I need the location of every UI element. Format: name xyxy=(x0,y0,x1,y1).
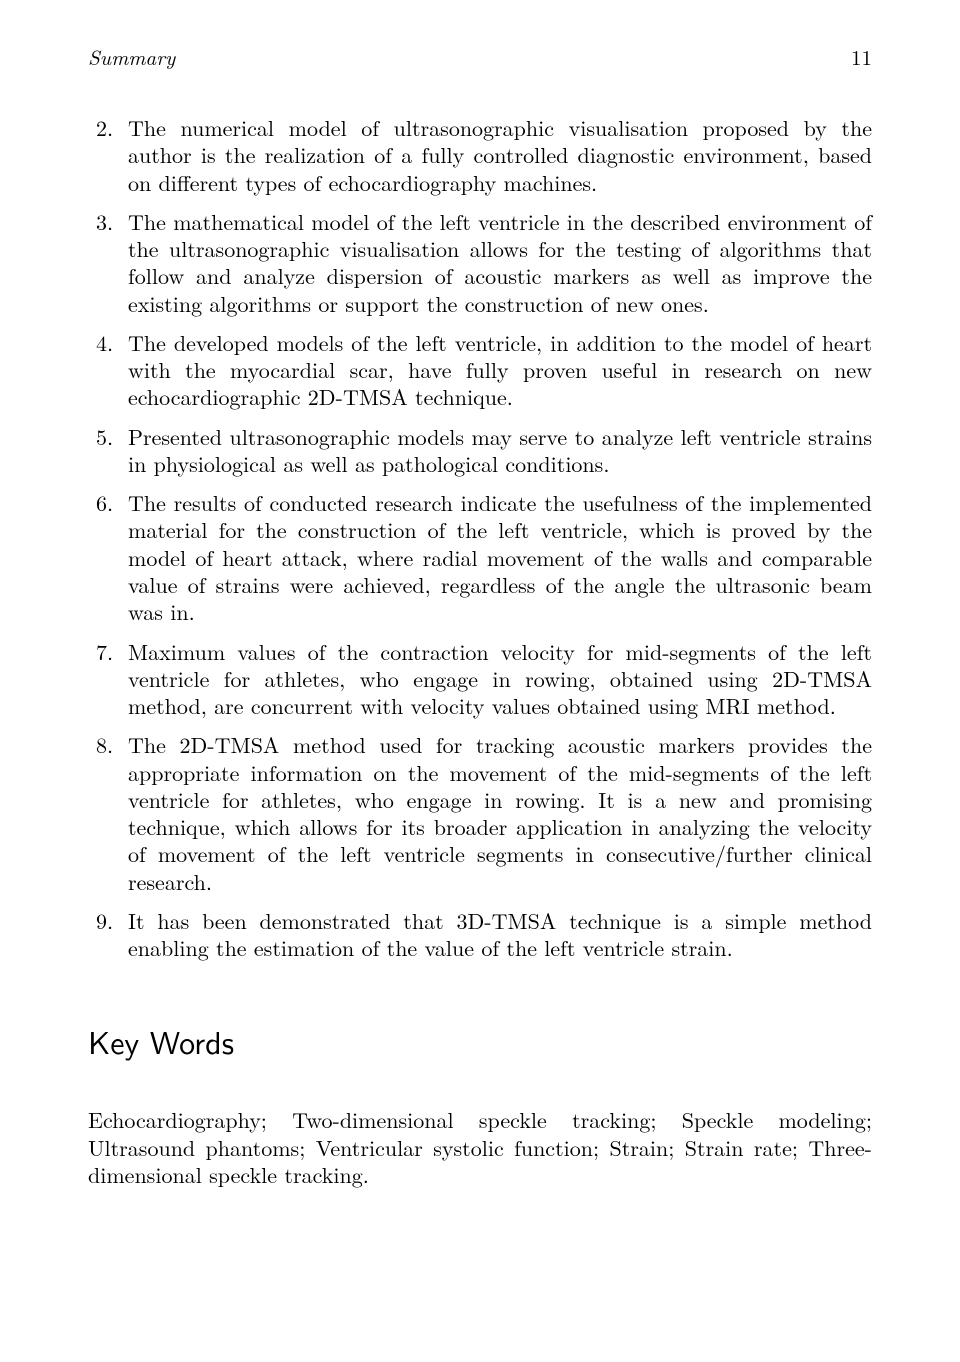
item-text: The numerical model of ultrasonographic … xyxy=(128,112,872,198)
item-text: The developed models of the left ventric… xyxy=(128,327,872,413)
item-text: Presented ultrasonographic models may se… xyxy=(128,421,872,479)
page-number: 11 xyxy=(851,42,872,72)
item-number: 3. xyxy=(96,208,113,235)
summary-item: 5.Presented ultrasonographic models may … xyxy=(128,423,872,478)
item-text: The results of conducted research indica… xyxy=(128,487,872,627)
keywords-heading: Key Words xyxy=(88,1017,872,1064)
item-number: 5. xyxy=(96,423,113,450)
item-text: The 2D-TMSA method used for tracking aco… xyxy=(128,729,872,896)
summary-item: 2.The numerical model of ultrasonographi… xyxy=(128,114,872,196)
summary-item: 3.The mathematical model of the left ven… xyxy=(128,208,872,317)
item-number: 9. xyxy=(96,907,113,934)
keywords-body: Echocardiography; Two-dimensional speckl… xyxy=(88,1106,872,1188)
item-number: 4. xyxy=(96,329,113,356)
item-number: 6. xyxy=(96,489,113,516)
page: Summary 11 2. The numerical model of ultr… xyxy=(0,0,960,1362)
summary-item: 8.The 2D-TMSA method used for tracking a… xyxy=(128,731,872,895)
item-number: 7. xyxy=(96,638,113,665)
summary-item: 7.Maximum values of the contraction velo… xyxy=(128,638,872,720)
section-title: Summary xyxy=(88,42,175,72)
item-number: 8. xyxy=(96,731,113,758)
summary-item: 9.It has been demonstrated that 3D-TMSA … xyxy=(128,907,872,962)
item-text: It has been demonstrated that 3D-TMSA te… xyxy=(128,905,872,963)
running-header: Summary 11 xyxy=(88,42,872,72)
summary-item: 6.The results of conducted research indi… xyxy=(128,489,872,625)
item-text: Maximum values of the contraction veloci… xyxy=(128,636,872,722)
summary-item: 4.The developed models of the left ventr… xyxy=(128,329,872,411)
summary-list: 2. The numerical model of ultrasonographi… xyxy=(88,114,872,961)
item-number: 2. xyxy=(96,114,113,141)
item-text: The mathematical model of the left ventr… xyxy=(128,206,872,319)
